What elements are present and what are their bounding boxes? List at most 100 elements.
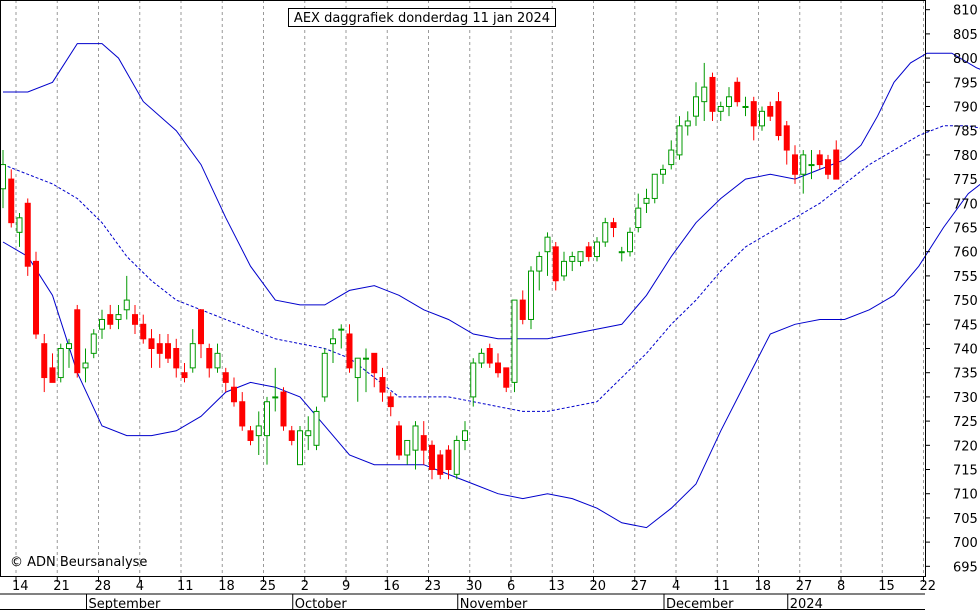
month-label: September — [89, 597, 162, 610]
candle-body — [783, 125, 790, 151]
candle-body — [379, 377, 386, 393]
candle-body — [429, 444, 435, 471]
candle-down — [825, 154, 831, 180]
candle-body — [264, 401, 270, 437]
candle-body — [354, 357, 361, 379]
y-tick-label: 705 — [953, 512, 978, 527]
x-tick-label: 2 — [301, 579, 309, 594]
candle-body — [321, 352, 328, 398]
candle-body — [181, 372, 188, 379]
chart-title: AEX daggrafiek donderdag 11 jan 2024 — [294, 11, 550, 26]
candle-body — [107, 314, 114, 325]
candle-up — [272, 367, 279, 412]
x-tick-label: 18 — [755, 579, 772, 594]
candle-down — [420, 421, 427, 465]
candle-down — [709, 72, 716, 122]
candle-body — [668, 149, 675, 166]
candle-body — [503, 367, 510, 388]
candle-up — [363, 348, 369, 393]
candle-body — [569, 256, 576, 262]
x-tick-label: 11 — [713, 579, 730, 594]
candle-body — [297, 430, 303, 466]
candle-up — [16, 212, 23, 247]
y-tick-label: 725 — [953, 415, 978, 430]
candle-up — [627, 227, 633, 257]
candle-up — [321, 348, 328, 402]
candle-down — [445, 445, 452, 480]
candle-up — [313, 406, 320, 451]
candle-up — [635, 193, 642, 233]
x-tick-label: 28 — [95, 579, 112, 594]
candle-down — [429, 440, 435, 480]
candle-body — [272, 396, 279, 399]
x-tick-label: 22 — [920, 579, 937, 594]
candle-up — [470, 358, 477, 407]
candle-body — [231, 386, 237, 403]
candle-body — [660, 168, 666, 175]
candle-body — [189, 343, 196, 369]
candle-body — [618, 251, 625, 254]
candle-up — [511, 299, 518, 393]
candle-down — [775, 91, 782, 141]
y-tick-label: 810 — [953, 4, 978, 19]
candle-body — [701, 86, 708, 103]
y-tick-label: 750 — [953, 294, 978, 309]
candle-body — [16, 217, 23, 233]
candle-up — [561, 251, 567, 281]
candle-up — [338, 324, 345, 349]
candle-body — [462, 430, 468, 441]
candle-up — [66, 338, 72, 368]
y-tick-label: 765 — [953, 221, 978, 236]
y-tick-label: 745 — [953, 318, 978, 333]
y-tick-label: 780 — [953, 149, 978, 164]
candle-down — [503, 367, 510, 393]
candle-body — [717, 105, 724, 112]
candle-down — [371, 352, 378, 388]
x-tick-label: 4 — [672, 579, 680, 594]
candle-body — [173, 348, 180, 369]
candle-down — [346, 324, 353, 373]
candle-body — [288, 430, 295, 441]
candle-body — [156, 343, 163, 354]
candle-down — [767, 101, 774, 122]
candle-body — [577, 251, 584, 262]
candle-body — [404, 439, 411, 456]
y-tick-label: 775 — [953, 173, 978, 188]
candle-body — [759, 110, 765, 127]
y-tick-label: 700 — [953, 536, 978, 551]
candle-down — [750, 96, 757, 141]
candle-body — [90, 333, 97, 354]
y-tick-label: 720 — [953, 439, 978, 454]
candle-body — [767, 105, 774, 117]
candle-body — [486, 348, 493, 364]
candle-down — [165, 333, 171, 364]
candle-down — [783, 121, 790, 165]
candle-down — [280, 387, 287, 431]
candle-body — [198, 309, 204, 345]
candle-up — [701, 62, 708, 122]
candle-down — [519, 290, 526, 325]
candle-body — [396, 425, 402, 456]
candle-down — [107, 304, 114, 330]
candle-body — [0, 164, 6, 190]
candle-down — [41, 333, 48, 393]
candle-body — [346, 333, 353, 369]
bollinger-bands — [2, 43, 980, 529]
upper-band-line — [3, 43, 980, 340]
candle-up — [800, 150, 807, 194]
candle-body — [8, 178, 15, 224]
candle-down — [140, 314, 147, 344]
candle-body — [24, 202, 31, 267]
candle-body — [412, 425, 419, 451]
candle-body — [519, 299, 526, 320]
x-tick-label: 25 — [260, 579, 277, 594]
y-tick-label: 800 — [953, 52, 978, 67]
candle-body — [651, 173, 658, 199]
candle-up — [726, 87, 732, 117]
candle-body — [247, 430, 254, 441]
candle-down — [8, 169, 15, 228]
candle-body — [140, 323, 147, 340]
candle-body — [585, 246, 592, 258]
candle-body — [255, 425, 262, 437]
x-tick-label: 9 — [342, 579, 350, 594]
